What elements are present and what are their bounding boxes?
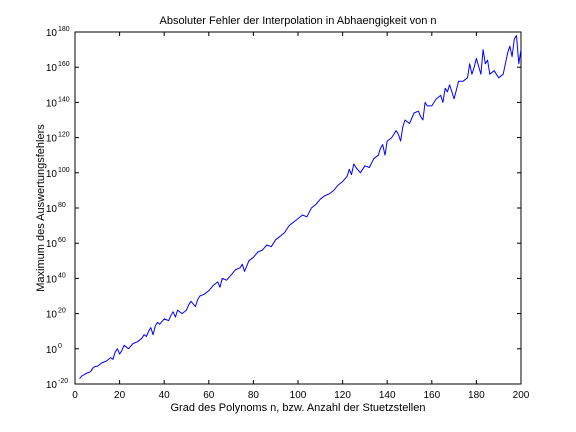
y-axis-label: Maximum des Auswertungsfehlers bbox=[35, 124, 47, 292]
y-tick-base: 10 bbox=[46, 239, 58, 250]
y-tick-label: 10 bbox=[46, 239, 58, 250]
y-tick-exponent: 80 bbox=[58, 202, 66, 209]
y-tick-exponent: 20 bbox=[58, 308, 66, 315]
x-tick-label: 200 bbox=[513, 390, 530, 401]
x-tick-label: 120 bbox=[334, 390, 351, 401]
y-tick-exponent: 60 bbox=[58, 237, 66, 244]
y-tick-base: 10 bbox=[46, 380, 58, 391]
x-tick-label: 60 bbox=[203, 390, 215, 401]
y-tick-exponent: 160 bbox=[58, 61, 70, 68]
x-axis-label: Grad des Polynoms n, bzw. Anzahl der Stu… bbox=[171, 402, 426, 414]
y-tick-label: 10 bbox=[46, 98, 58, 109]
y-tick-label: 10 bbox=[46, 169, 58, 180]
y-tick-label: 10 bbox=[46, 310, 58, 321]
y-tick-base: 10 bbox=[46, 204, 58, 215]
x-tick-label: 80 bbox=[248, 390, 260, 401]
y-tick-base: 10 bbox=[46, 98, 58, 109]
y-tick-label: 10 bbox=[46, 28, 58, 39]
y-tick-exponent: 0 bbox=[58, 343, 62, 350]
x-tick-label: 40 bbox=[159, 390, 171, 401]
x-tick-label: 160 bbox=[423, 390, 440, 401]
series-line-0 bbox=[79, 35, 522, 380]
y-tick-base: 10 bbox=[46, 28, 58, 39]
y-tick-base: 10 bbox=[46, 63, 58, 74]
y-tick-base: 10 bbox=[46, 274, 58, 285]
y-tick-label: 10 bbox=[46, 204, 58, 215]
y-tick-exponent: 180 bbox=[58, 26, 70, 33]
chart-title: Absoluter Fehler der Interpolation in Ab… bbox=[159, 15, 436, 27]
y-tick-label: 10 bbox=[46, 63, 58, 74]
plot-area bbox=[74, 31, 522, 385]
x-tick-label: 140 bbox=[379, 390, 396, 401]
x-tick-label: 20 bbox=[114, 390, 126, 401]
x-tick-label: 100 bbox=[290, 390, 307, 401]
y-tick-base: 10 bbox=[46, 310, 58, 321]
y-tick-exponent: 100 bbox=[58, 167, 70, 174]
series-layer bbox=[79, 35, 522, 380]
x-tick-label: 0 bbox=[72, 390, 78, 401]
y-tick-label: 10 bbox=[46, 274, 58, 285]
y-tick-exponent: 40 bbox=[58, 272, 66, 279]
y-tick-base: 10 bbox=[46, 345, 58, 356]
y-tick-base: 10 bbox=[46, 169, 58, 180]
y-tick-exponent: 120 bbox=[58, 132, 70, 139]
x-tick-label: 180 bbox=[468, 390, 485, 401]
y-tick-label: 10 bbox=[46, 380, 58, 391]
y-tick-base: 10 bbox=[46, 134, 58, 145]
y-tick-label: 10 bbox=[46, 345, 58, 356]
y-tick-exponent: -20 bbox=[58, 378, 68, 385]
y-tick-exponent: 140 bbox=[58, 96, 70, 103]
y-tick-label: 10 bbox=[46, 134, 58, 145]
x-axis-ticks: 0 20 40 60 80 100 120 140 160 180 200 bbox=[72, 32, 530, 401]
